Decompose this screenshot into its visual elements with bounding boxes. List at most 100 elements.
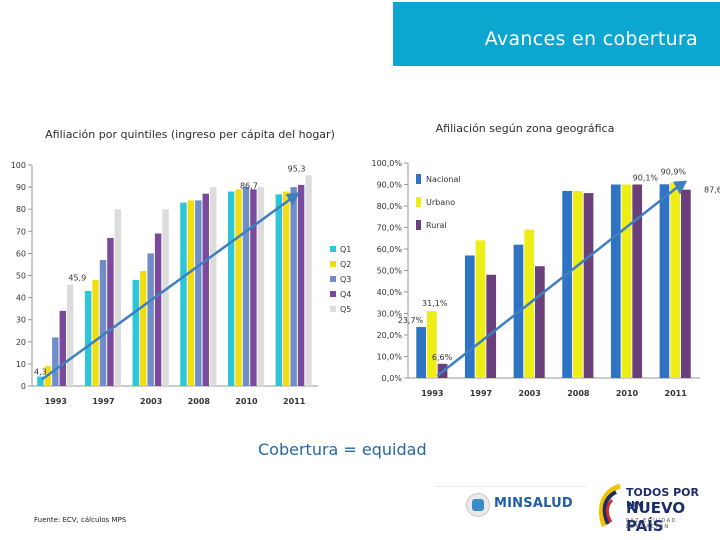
- bar-q5-2011: [305, 175, 312, 386]
- y-tick-label: 30,0%: [377, 310, 403, 319]
- bar-nacional-2010: [610, 184, 621, 378]
- brand-arc-icon: [598, 483, 621, 527]
- legend-label-urbano: Urbano: [426, 198, 455, 207]
- bar-urbano-1993: [426, 311, 437, 378]
- legend-label-q3: Q3: [340, 275, 351, 284]
- data-label: 86,7: [240, 181, 258, 190]
- legend-label-rural: Rural: [426, 221, 447, 230]
- gobierno-line3: PAZ EQUIDAD EDUCACIÓN: [626, 518, 677, 530]
- title-banner: Avances en cobertura: [393, 2, 720, 66]
- x-tick-label: 1993: [421, 389, 443, 398]
- x-tick-label: 2008: [567, 389, 590, 398]
- bar-q4-2011: [297, 184, 305, 386]
- x-tick-label: 2010: [235, 397, 258, 406]
- x-tick-label: 2003: [519, 389, 541, 398]
- bar-rural-2010: [632, 184, 643, 378]
- bar-nacional-1993: [416, 327, 426, 378]
- bar-q2-2011: [283, 191, 290, 386]
- bar-q3-2003: [147, 253, 154, 386]
- bar-q3-2011: [290, 187, 297, 386]
- bar-q1-2011: [275, 194, 283, 386]
- bar-q5-1997: [114, 209, 122, 386]
- source-note: Fuente: ECV, cálculos MPS: [34, 516, 127, 524]
- x-tick-label: 2011: [665, 389, 688, 398]
- bar-q1-1993: [37, 376, 44, 386]
- x-tick-label: 2010: [616, 389, 639, 398]
- bar-q1-2003: [132, 279, 140, 386]
- legend-label-q1: Q1: [340, 245, 351, 254]
- minsalud-text: MINSALUD: [494, 496, 573, 511]
- x-tick-label: 2003: [140, 397, 162, 406]
- bar-rural-1997: [486, 274, 497, 378]
- gobierno-line1: TODOS POR UN: [626, 486, 699, 512]
- bar-q4-2008: [202, 193, 209, 386]
- bar-urbano-1997: [475, 240, 486, 378]
- bar-q1-1997: [84, 290, 92, 386]
- legend-swatch-q2: [330, 261, 336, 267]
- legend-swatch-q3: [330, 276, 336, 282]
- bar-q3-1993: [52, 337, 59, 386]
- y-tick-label: 40,0%: [377, 288, 403, 297]
- y-tick-label: 50: [16, 272, 26, 281]
- chart2-title: Afiliación según zona geográfica: [435, 122, 615, 135]
- x-tick-label: 2008: [188, 397, 211, 406]
- y-tick-label: 100,0%: [371, 159, 402, 168]
- trend-arrow-line: [41, 197, 293, 381]
- data-label: 23,7%: [398, 316, 424, 325]
- trend-arrow-head: [673, 180, 688, 195]
- legend-label-q4: Q4: [340, 290, 351, 299]
- bar-q2-2008: [187, 200, 195, 386]
- bar-q2-1997: [92, 279, 99, 386]
- y-tick-label: 70: [16, 227, 26, 236]
- legend-swatch-urbano: [416, 197, 421, 207]
- bar-q2-2003: [140, 271, 147, 386]
- bar-q4-1997: [107, 237, 114, 386]
- legend-swatch-rural: [416, 220, 421, 230]
- x-tick-label: 1993: [45, 397, 67, 406]
- trend-arrow-head: [285, 192, 300, 207]
- y-tick-label: 100: [11, 161, 26, 170]
- bar-q5-2008: [209, 187, 217, 386]
- bar-urbano-2008: [572, 190, 583, 378]
- bar-q5-2003: [162, 209, 169, 386]
- nuevo-pais-logo: TODOS POR UN NUEVO PAÍS PAZ EQUIDAD EDUC…: [590, 472, 720, 540]
- bar-q4-1993: [59, 310, 66, 386]
- data-label: 90,9%: [661, 168, 687, 177]
- y-tick-label: 70,0%: [377, 224, 403, 233]
- y-tick-label: 90: [16, 183, 26, 192]
- y-tick-label: 40: [16, 294, 26, 303]
- data-label: 31,1%: [422, 299, 448, 308]
- chart1-title: Afiliación por quintiles (ingreso per cá…: [45, 128, 335, 141]
- data-label: 87,6%: [704, 186, 720, 195]
- data-label: 90,1%: [633, 173, 659, 182]
- y-tick-label: 20: [16, 338, 26, 347]
- y-tick-label: 0: [21, 382, 26, 391]
- bar-q5-2010: [257, 187, 265, 386]
- coat-of-arms-icon: [466, 493, 490, 517]
- bar-q1-2010: [227, 191, 235, 386]
- x-tick-label: 1997: [92, 397, 114, 406]
- quintile-chart: 0 10 20 30 40 50 60 70 80 90 100 1993 1997 2003 2008 20…: [11, 161, 352, 406]
- legend-swatch-q4: [330, 291, 336, 297]
- data-label: 4,3: [34, 367, 47, 376]
- bar-rural-2011: [681, 189, 691, 378]
- x-tick-label: 2011: [283, 397, 306, 406]
- bar-q2-2010: [235, 189, 242, 386]
- zone-chart: 0,0% 10,0% 20,0% 30,0% 40,0% 50,0% 60,0% 70,0% 8…: [371, 159, 720, 398]
- y-tick-label: 80,0%: [377, 202, 403, 211]
- trend-arrow-line: [436, 185, 679, 377]
- legend-label-q2: Q2: [340, 260, 351, 269]
- legend-swatch-q1: [330, 246, 336, 252]
- y-tick-label: 90,0%: [377, 181, 403, 190]
- y-tick-label: 80: [16, 205, 26, 214]
- y-tick-label: 30: [16, 316, 26, 325]
- legend-swatch-nacional: [416, 174, 421, 184]
- bar-rural-2003: [535, 266, 545, 378]
- y-tick-label: 10,0%: [377, 353, 403, 362]
- bar-q4-2010: [250, 189, 257, 386]
- bar-q5-1993: [66, 284, 74, 386]
- bar-nacional-1997: [464, 255, 475, 378]
- bar-urbano-2010: [621, 184, 632, 378]
- legend-swatch-q5: [330, 306, 336, 312]
- y-tick-label: 20,0%: [377, 331, 403, 340]
